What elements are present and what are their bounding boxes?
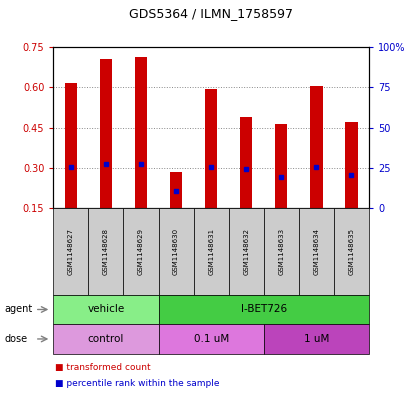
Text: ■ transformed count: ■ transformed count [55, 363, 151, 372]
Text: GSM1148633: GSM1148633 [278, 228, 283, 275]
Text: GSM1148629: GSM1148629 [138, 228, 144, 275]
Bar [135, 57, 147, 208]
Bar [204, 89, 217, 208]
Text: GSM1148635: GSM1148635 [348, 228, 354, 275]
Bar [240, 117, 252, 208]
Bar [99, 59, 112, 208]
Bar [344, 122, 357, 208]
Text: GSM1148632: GSM1148632 [243, 228, 249, 275]
Text: GDS5364 / ILMN_1758597: GDS5364 / ILMN_1758597 [129, 7, 292, 20]
Text: GSM1148627: GSM1148627 [67, 228, 74, 275]
Bar [310, 86, 322, 208]
Text: agent: agent [4, 305, 32, 314]
Text: vehicle: vehicle [87, 305, 124, 314]
Text: control: control [88, 334, 124, 344]
Bar [65, 83, 77, 208]
Text: GSM1148630: GSM1148630 [173, 228, 179, 275]
Text: ■ percentile rank within the sample: ■ percentile rank within the sample [55, 379, 219, 387]
Text: dose: dose [4, 334, 27, 344]
Text: I-BET726: I-BET726 [240, 305, 286, 314]
Text: GSM1148631: GSM1148631 [208, 228, 213, 275]
Text: 0.1 uM: 0.1 uM [193, 334, 228, 344]
Text: GSM1148628: GSM1148628 [103, 228, 109, 275]
Bar [169, 172, 182, 208]
Text: GSM1148634: GSM1148634 [312, 228, 319, 275]
Bar [274, 124, 287, 208]
Text: 1 uM: 1 uM [303, 334, 328, 344]
